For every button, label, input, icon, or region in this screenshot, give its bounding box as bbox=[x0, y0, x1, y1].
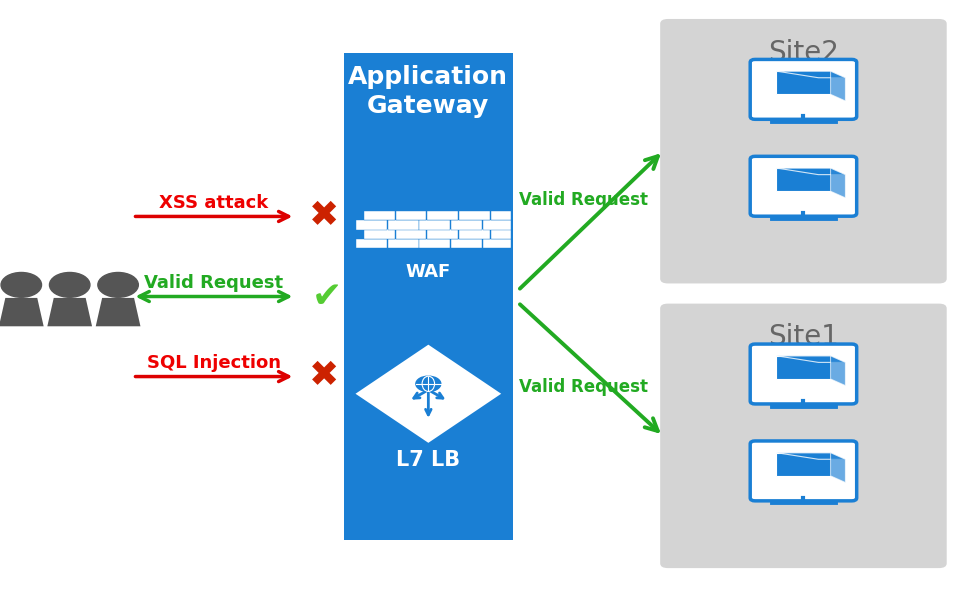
FancyBboxPatch shape bbox=[660, 19, 947, 283]
FancyBboxPatch shape bbox=[491, 229, 511, 239]
FancyBboxPatch shape bbox=[750, 59, 857, 119]
Text: Valid Request: Valid Request bbox=[144, 274, 284, 292]
Polygon shape bbox=[831, 71, 845, 101]
FancyBboxPatch shape bbox=[344, 53, 513, 540]
Text: Application
Gateway: Application Gateway bbox=[348, 65, 508, 118]
FancyBboxPatch shape bbox=[451, 220, 482, 229]
Text: Valid Request: Valid Request bbox=[519, 191, 648, 209]
Text: ✔: ✔ bbox=[312, 279, 343, 314]
Circle shape bbox=[49, 273, 90, 297]
Polygon shape bbox=[0, 298, 44, 326]
FancyBboxPatch shape bbox=[428, 211, 458, 221]
FancyBboxPatch shape bbox=[750, 344, 857, 404]
FancyBboxPatch shape bbox=[491, 211, 511, 221]
FancyBboxPatch shape bbox=[428, 229, 458, 239]
Polygon shape bbox=[776, 452, 845, 459]
Polygon shape bbox=[776, 356, 845, 362]
Polygon shape bbox=[831, 168, 845, 198]
Polygon shape bbox=[96, 298, 140, 326]
Text: SQL Injection: SQL Injection bbox=[147, 354, 281, 372]
Polygon shape bbox=[776, 168, 831, 191]
Text: L7 LB: L7 LB bbox=[396, 450, 461, 470]
FancyBboxPatch shape bbox=[396, 229, 427, 239]
FancyBboxPatch shape bbox=[750, 157, 857, 216]
Text: Site2: Site2 bbox=[768, 39, 839, 66]
Polygon shape bbox=[776, 356, 831, 379]
Circle shape bbox=[1, 273, 42, 297]
Text: ✖: ✖ bbox=[309, 199, 340, 234]
FancyBboxPatch shape bbox=[483, 239, 511, 248]
FancyBboxPatch shape bbox=[483, 220, 511, 229]
FancyBboxPatch shape bbox=[419, 220, 450, 229]
Polygon shape bbox=[831, 452, 845, 483]
Text: Site1: Site1 bbox=[768, 323, 839, 351]
FancyBboxPatch shape bbox=[459, 211, 490, 221]
FancyBboxPatch shape bbox=[419, 239, 450, 248]
FancyBboxPatch shape bbox=[364, 229, 395, 239]
Polygon shape bbox=[776, 452, 831, 476]
FancyBboxPatch shape bbox=[660, 304, 947, 568]
FancyBboxPatch shape bbox=[451, 239, 482, 248]
FancyBboxPatch shape bbox=[750, 441, 857, 501]
Polygon shape bbox=[776, 71, 845, 78]
Text: Valid Request: Valid Request bbox=[519, 378, 648, 396]
FancyBboxPatch shape bbox=[356, 239, 387, 248]
Polygon shape bbox=[776, 168, 845, 174]
Polygon shape bbox=[355, 345, 501, 443]
FancyBboxPatch shape bbox=[364, 211, 395, 221]
Text: WAF: WAF bbox=[406, 263, 451, 280]
FancyBboxPatch shape bbox=[388, 239, 418, 248]
Text: ✖: ✖ bbox=[309, 359, 340, 394]
Circle shape bbox=[98, 273, 138, 297]
Polygon shape bbox=[776, 71, 831, 94]
FancyBboxPatch shape bbox=[388, 220, 418, 229]
FancyBboxPatch shape bbox=[356, 220, 387, 229]
FancyBboxPatch shape bbox=[459, 229, 490, 239]
FancyBboxPatch shape bbox=[396, 211, 427, 221]
Polygon shape bbox=[47, 298, 92, 326]
Circle shape bbox=[416, 376, 440, 391]
Polygon shape bbox=[831, 356, 845, 385]
Text: XSS attack: XSS attack bbox=[160, 194, 268, 212]
